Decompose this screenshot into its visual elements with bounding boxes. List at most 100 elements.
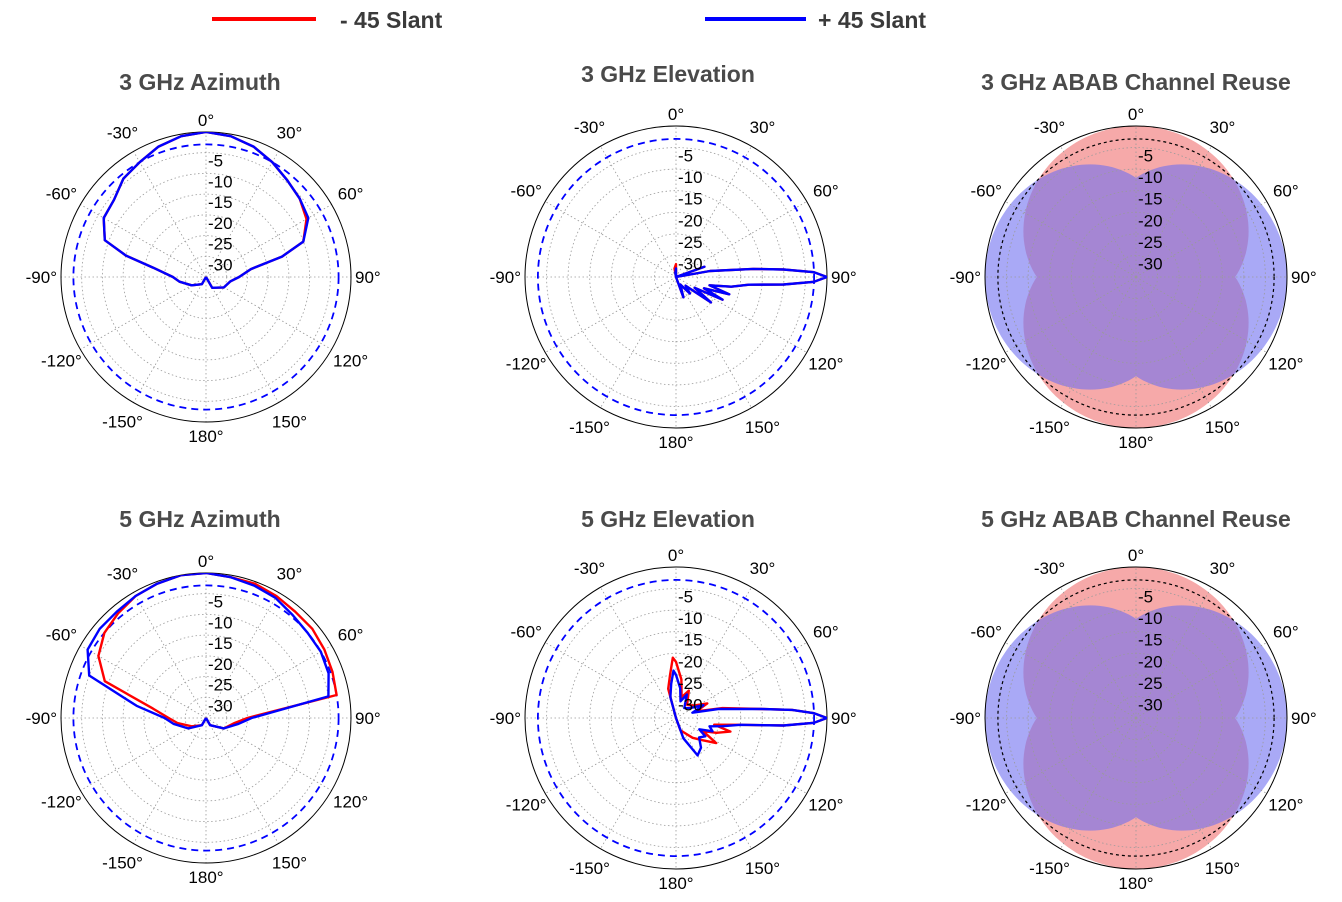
angle-tick-label: -120° [966,796,1007,815]
panel-title: 5 GHz ABAB Channel Reuse [981,506,1291,532]
angle-tick-label: 150° [272,413,307,432]
grid-spoke [1005,201,1137,278]
angle-tick-label: -90° [490,709,521,728]
radial-tick-label: -15 [208,634,233,653]
radial-tick-label: -25 [208,676,233,695]
grid-circle [654,254,699,299]
angle-tick-label: -90° [950,268,981,287]
series-group [667,656,827,757]
grid-circle [1049,631,1223,805]
grid-circle [654,696,699,741]
polar-panel-2: 3 GHz Elevation -5 -10 -15 -20 -25 -30 0° 30° 60°… [490,61,857,452]
angle-tick-label: 150° [745,418,780,437]
grid-spoke [1135,717,1212,849]
polar-grid [985,126,1287,428]
angle-tick-label: 90° [1291,268,1317,287]
grid-circle [589,190,763,364]
angle-tick-label: -30° [107,564,138,583]
angle-tick-label: 120° [808,796,843,815]
reference-circle [997,579,1275,857]
radial-tick-label: -5 [678,588,693,607]
grid-spoke [133,151,207,278]
grid-spoke [1135,201,1268,278]
series-group [102,132,310,289]
angle-tick-label: -60° [971,182,1002,201]
angle-tick-label: 90° [355,709,381,728]
radial-tick-label: -30 [208,255,233,274]
angle-tick-label: -60° [46,626,77,645]
grid-circle [1049,190,1223,364]
radial-tick-label: -5 [678,147,693,166]
reference-circle [537,579,816,858]
angle-tick-label: -30° [1034,118,1065,137]
grid-spoke [205,717,279,844]
grid-spoke [675,276,752,408]
angle-tick-label: 30° [750,559,776,578]
angle-tick-label: -120° [506,355,547,374]
grid-circle [1027,609,1245,827]
angle-tick-label: 60° [338,185,364,204]
grid-spoke [600,276,677,408]
panel-title: 5 GHz Elevation [581,506,755,532]
grid-circle [143,214,269,340]
reuse-lobes [985,567,1287,869]
grid-spoke [80,204,207,278]
grid-spoke [205,276,332,350]
radial-tick-label: -25 [1138,674,1163,693]
grid-spoke [675,717,752,849]
radial-tick-label: -5 [208,593,223,612]
radial-tick-label: -10 [208,172,233,191]
grid-spoke [205,717,332,791]
polar-grid [61,573,351,863]
radial-tick-label: -10 [1138,609,1163,628]
grid-spoke [600,717,677,849]
angle-tick-label: 0° [668,546,684,565]
angle-tick-label: -90° [950,709,981,728]
grid-spoke [205,592,279,719]
angle-tick-label: -120° [41,352,82,371]
angle-tick-label: -150° [569,418,610,437]
angle-tick-label: -30° [1034,559,1065,578]
angle-tick-label: -60° [511,182,542,201]
angle-tick-label: 150° [272,854,307,873]
radial-tick-label: -30 [678,254,703,273]
grid-spoke [80,276,207,350]
polar-panel-4: 5 GHz Azimuth -5-10 -15 -20 -25-30 0° 30° 60° 90… [26,506,381,887]
outer-circle [984,125,1288,429]
panel-title: 5 GHz Azimuth [119,506,280,532]
grid-spoke [1005,642,1137,719]
grid-spoke [1135,717,1268,794]
panel-title: 3 GHz ABAB Channel Reuse [981,69,1291,95]
grid-spoke [545,642,677,719]
grid-circle [122,634,290,802]
grid-spoke [1135,146,1212,278]
angle-tick-label: 180° [658,874,693,893]
grid-circle [1092,674,1180,762]
angle-tick-label: 0° [1128,546,1144,565]
radial-tick-label: -10 [678,168,703,187]
angle-tick-label: -150° [1029,418,1070,437]
angle-tick-label: 60° [1273,623,1299,642]
panel-title: 3 GHz Elevation [581,61,755,87]
radial-tick-label: -30 [678,695,703,714]
grid-spoke [1135,642,1268,719]
grid-circle [589,631,763,805]
angle-tick-label: 120° [333,352,368,371]
angle-tick-label: 30° [1210,118,1236,137]
grid-circle [102,614,310,823]
radial-tick-label: -15 [208,193,233,212]
reuse-lobe-3 [1136,164,1287,390]
angle-tick-label: -90° [26,709,57,728]
angle-tick-label: 30° [750,118,776,137]
grid-spoke [1135,276,1212,408]
radial-tick-label: -30 [208,696,233,715]
angle-tick-label: 150° [745,859,780,878]
polar-grid [525,567,827,869]
polar-panel-5: 5 GHz Elevation -5 -10 -15 -20 -25 -30 0° 30° 60°… [490,506,857,893]
angle-tick-label: -90° [490,268,521,287]
angle-tick-label: 180° [188,868,223,887]
radial-tick-label: -20 [678,652,703,671]
reuse-lobe-3 [1136,605,1287,831]
radial-tick-label: -5 [208,152,223,171]
grid-spoke [545,276,677,353]
